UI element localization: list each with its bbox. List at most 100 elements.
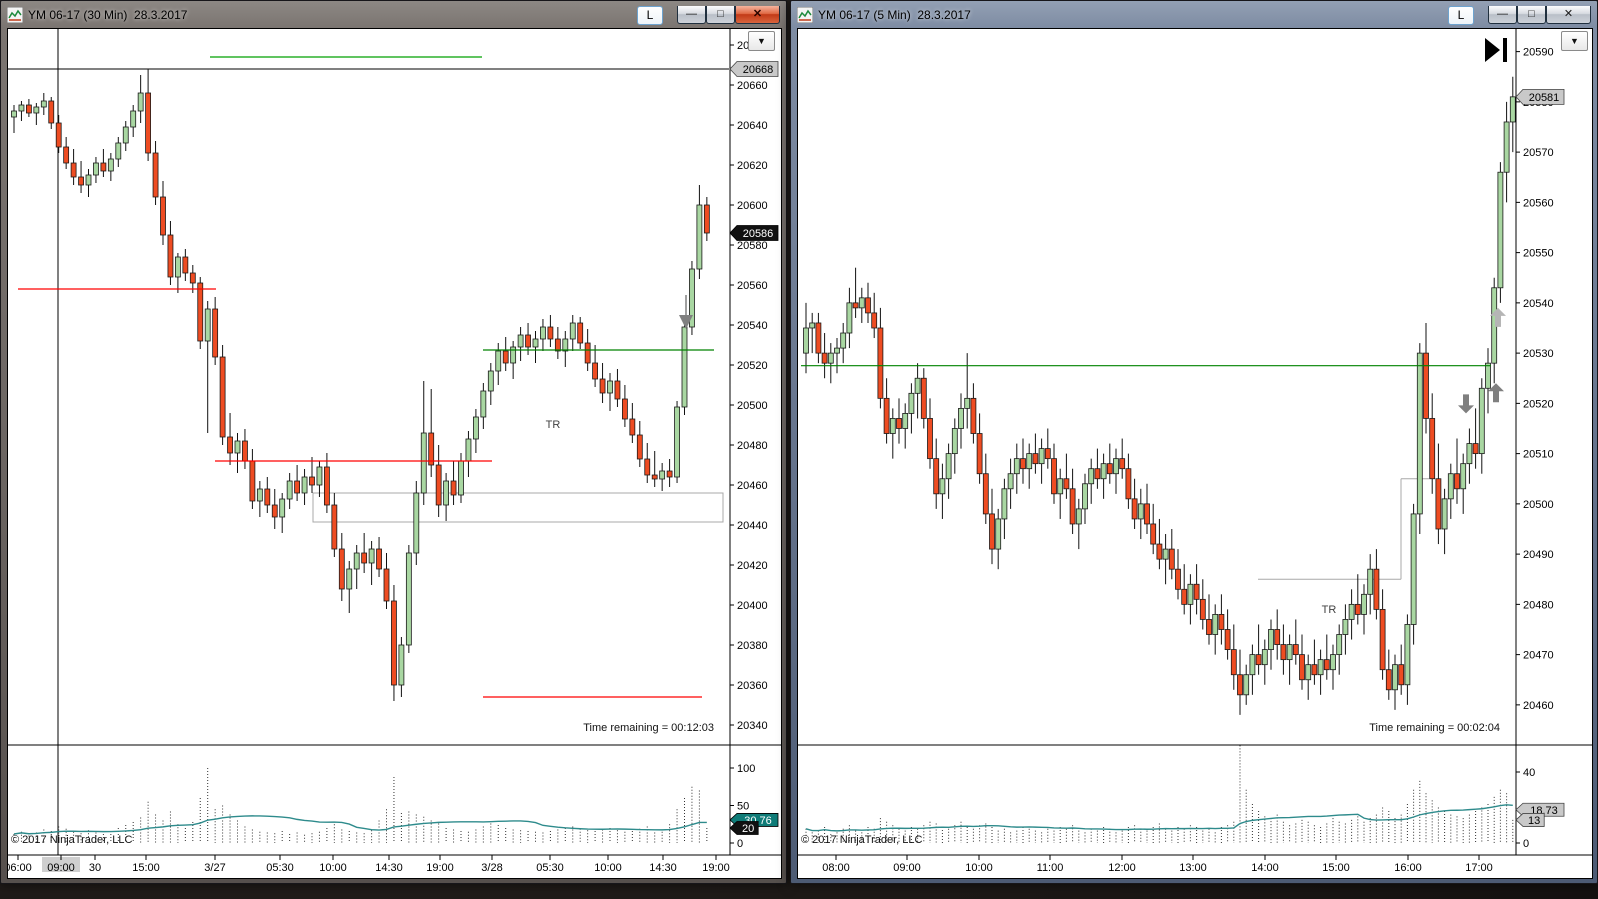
svg-text:20580: 20580 bbox=[737, 240, 768, 252]
svg-text:40: 40 bbox=[1523, 767, 1535, 779]
svg-text:20550: 20550 bbox=[1523, 248, 1554, 260]
chart-canvas-5min[interactable]: TR20590205802057020560205502054020530205… bbox=[797, 28, 1593, 879]
chart-client-area: TR20590205802057020560205502054020530205… bbox=[797, 28, 1593, 879]
svg-text:09:00: 09:00 bbox=[47, 862, 75, 874]
svg-text:20668: 20668 bbox=[743, 64, 774, 76]
svg-text:19:00: 19:00 bbox=[702, 862, 730, 874]
svg-text:14:30: 14:30 bbox=[649, 862, 677, 874]
time-remaining-text: Time remaining = 00:12:03 bbox=[583, 722, 714, 734]
svg-text:10:00: 10:00 bbox=[965, 862, 993, 874]
maximize-button[interactable]: □ bbox=[1517, 5, 1546, 24]
svg-text:20530: 20530 bbox=[1523, 348, 1554, 360]
svg-text:50: 50 bbox=[737, 801, 749, 813]
svg-text:20480: 20480 bbox=[737, 440, 768, 452]
svg-text:09:00: 09:00 bbox=[893, 862, 921, 874]
svg-text:0: 0 bbox=[1523, 838, 1529, 850]
chart-client-area: TR20680206602064020620206002058020560205… bbox=[7, 28, 782, 879]
chart-window-30min: YM 06-17 (30 Min) 28.3.2017 L — □ ✕ TR 20… bbox=[0, 0, 787, 884]
svg-text:12:00: 12:00 bbox=[1108, 862, 1136, 874]
candles bbox=[11, 69, 710, 701]
link-button[interactable]: L bbox=[1448, 5, 1474, 25]
svg-text:15:00: 15:00 bbox=[1322, 862, 1350, 874]
svg-text:20540: 20540 bbox=[1523, 298, 1554, 310]
svg-text:20640: 20640 bbox=[737, 120, 768, 132]
svg-text:20590: 20590 bbox=[1523, 47, 1554, 59]
price-axis[interactable]: 2068020660206402062020600205802056020540… bbox=[7, 28, 782, 879]
svg-text:20520: 20520 bbox=[737, 360, 768, 372]
svg-text:20400: 20400 bbox=[737, 600, 768, 612]
chevron-down-icon: ▼ bbox=[1570, 36, 1579, 46]
svg-text:20500: 20500 bbox=[737, 400, 768, 412]
chart-canvas-30min[interactable]: TR20680206602064020620206002058020560205… bbox=[7, 28, 782, 879]
svg-text:20620: 20620 bbox=[737, 160, 768, 172]
svg-text:06:00: 06:00 bbox=[7, 862, 32, 874]
svg-text:10:00: 10:00 bbox=[319, 862, 347, 874]
svg-text:19:00: 19:00 bbox=[426, 862, 454, 874]
svg-text:30: 30 bbox=[89, 862, 101, 874]
svg-text:20581: 20581 bbox=[1529, 92, 1560, 104]
svg-text:20586: 20586 bbox=[743, 228, 774, 240]
svg-text:20380: 20380 bbox=[737, 640, 768, 652]
svg-text:20510: 20510 bbox=[1523, 449, 1554, 461]
svg-text:20: 20 bbox=[742, 823, 754, 835]
svg-text:14:00: 14:00 bbox=[1251, 862, 1279, 874]
svg-text:20520: 20520 bbox=[1523, 398, 1554, 410]
close-button[interactable]: ✕ bbox=[735, 5, 780, 24]
svg-text:20500: 20500 bbox=[1523, 499, 1554, 511]
app-icon bbox=[6, 6, 24, 24]
svg-text:08:00: 08:00 bbox=[822, 862, 850, 874]
volume-histogram bbox=[805, 745, 1514, 843]
svg-text:20560: 20560 bbox=[1523, 197, 1554, 209]
svg-text:13: 13 bbox=[1528, 815, 1540, 827]
price-scale-dropdown-button[interactable]: ▼ bbox=[748, 31, 775, 51]
svg-text:11:00: 11:00 bbox=[1037, 862, 1064, 874]
svg-text:20420: 20420 bbox=[737, 560, 768, 572]
svg-text:16:00: 16:00 bbox=[1394, 862, 1422, 874]
svg-text:20570: 20570 bbox=[1523, 147, 1554, 159]
candles bbox=[803, 76, 1516, 715]
titlebar[interactable]: YM 06-17 (30 Min) 28.3.2017 L — □ ✕ bbox=[1, 1, 786, 27]
svg-text:TR: TR bbox=[546, 419, 561, 431]
time-remaining-text: Time remaining = 00:02:04 bbox=[1369, 722, 1500, 734]
price-scale-dropdown-button[interactable]: ▼ bbox=[1561, 31, 1588, 51]
svg-text:100: 100 bbox=[737, 763, 755, 775]
time-axis[interactable]: 08:00 09:00 10:00 11:00 12:00 13:00 14:00 15:00… bbox=[822, 855, 1493, 874]
svg-text:14:30: 14:30 bbox=[375, 862, 403, 874]
maximize-button[interactable]: □ bbox=[706, 5, 735, 24]
svg-text:05:30: 05:30 bbox=[536, 862, 564, 874]
svg-text:15:00: 15:00 bbox=[132, 862, 160, 874]
window-title: YM 06-17 (30 Min) 28.3.2017 bbox=[28, 8, 188, 22]
svg-text:10:00: 10:00 bbox=[594, 862, 622, 874]
svg-text:20460: 20460 bbox=[737, 480, 768, 492]
svg-text:05:30: 05:30 bbox=[266, 862, 294, 874]
svg-text:20540: 20540 bbox=[737, 320, 768, 332]
time-axis[interactable]: 06:00 09:00 30 15:00 3/27 05:30 10:00 14:30 19:0… bbox=[7, 855, 730, 874]
svg-text:20440: 20440 bbox=[737, 520, 768, 532]
app-icon bbox=[796, 6, 814, 24]
chart-window-5min: YM 06-17 (5 Min) 28.3.2017 L — □ ✕ TR 205… bbox=[790, 0, 1598, 884]
svg-text:TR: TR bbox=[1322, 604, 1337, 616]
window-title: YM 06-17 (5 Min) 28.3.2017 bbox=[818, 8, 971, 22]
svg-text:20470: 20470 bbox=[1523, 650, 1554, 662]
svg-text:20460: 20460 bbox=[1523, 700, 1554, 712]
svg-text:20600: 20600 bbox=[737, 200, 768, 212]
svg-text:20560: 20560 bbox=[737, 280, 768, 292]
minimize-button[interactable]: — bbox=[1488, 5, 1517, 24]
copyright-text: © 2017 NinjaTrader, LLC bbox=[11, 834, 132, 846]
close-button[interactable]: ✕ bbox=[1546, 5, 1591, 24]
svg-text:20360: 20360 bbox=[737, 680, 768, 692]
titlebar[interactable]: YM 06-17 (5 Min) 28.3.2017 L — □ ✕ bbox=[791, 1, 1597, 27]
svg-text:20340: 20340 bbox=[737, 720, 768, 732]
minimize-button[interactable]: — bbox=[677, 5, 706, 24]
link-button[interactable]: L bbox=[637, 5, 663, 25]
volume-ma-line bbox=[805, 804, 1513, 832]
svg-text:20490: 20490 bbox=[1523, 549, 1554, 561]
svg-text:17:00: 17:00 bbox=[1465, 862, 1493, 874]
svg-text:20660: 20660 bbox=[737, 80, 768, 92]
volume-histogram bbox=[13, 768, 708, 843]
svg-text:0: 0 bbox=[737, 838, 743, 850]
price-axis[interactable]: 2059020580205702056020550205402053020520… bbox=[797, 28, 1593, 879]
